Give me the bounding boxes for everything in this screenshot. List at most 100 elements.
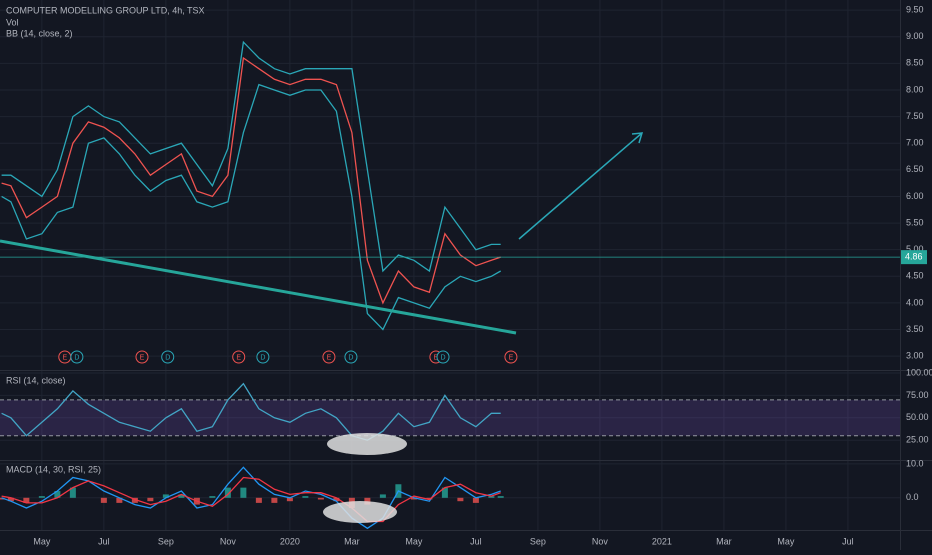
histogram-bar	[286, 497, 293, 502]
x-tick-label: Jul	[470, 536, 482, 546]
series-line	[1, 83, 502, 331]
histogram-bar	[497, 496, 504, 498]
event-icon	[135, 350, 149, 364]
histogram-bar	[410, 497, 417, 500]
event-icon	[344, 350, 358, 364]
x-tick-label: Jul	[98, 536, 110, 546]
event-icon	[436, 350, 450, 364]
histogram-bar	[116, 497, 123, 503]
histogram-bar	[23, 497, 30, 503]
arrow-line	[518, 132, 643, 240]
x-tick-label: Nov	[220, 536, 237, 546]
histogram-bar	[364, 497, 371, 505]
pane-title: RSI (14, close)	[6, 375, 66, 385]
indicator-label: BB (14, close, 2)	[6, 28, 73, 38]
indicator-label: Vol	[6, 17, 19, 27]
histogram-bar	[426, 497, 433, 500]
y-tick-label: 5.50	[906, 217, 924, 227]
histogram-bar	[457, 497, 464, 502]
histogram-bar	[69, 487, 76, 498]
histogram-bar	[255, 497, 262, 503]
y-tick-label: 8.00	[906, 84, 924, 94]
histogram-bar	[162, 494, 169, 498]
x-tick-label: Jul	[842, 536, 854, 546]
trend-line	[0, 239, 517, 335]
histogram-bar	[441, 487, 448, 498]
y-tick-label: 3.50	[906, 324, 924, 334]
histogram-bar	[333, 497, 340, 502]
y-tick-label: 75.00	[906, 390, 929, 400]
histogram-bar	[131, 497, 138, 503]
histogram-bar	[178, 494, 185, 498]
y-tick-label: 7.00	[906, 138, 924, 148]
x-tick-label: May	[33, 536, 51, 546]
x-tick-label: Nov	[592, 536, 609, 546]
histogram-bar	[302, 496, 309, 498]
x-tick-label: Sep	[158, 536, 174, 546]
y-tick-label: 3.00	[906, 351, 924, 361]
labels: May Jul Sep Nov 2020 Mar May Jul Sep Nov 2021 Mar Ma…	[33, 4, 932, 546]
event-label: D	[440, 354, 445, 361]
event-icon	[161, 350, 175, 364]
y-tick-label: 9.50	[906, 4, 924, 14]
y-tick-label: 0.0	[906, 492, 919, 502]
event-label: D	[74, 354, 79, 361]
last-price-label: 4.86	[905, 252, 923, 262]
y-tick-label: 50.00	[906, 412, 929, 422]
y-tick-label: 6.50	[906, 164, 924, 174]
x-tick-label: 2020	[280, 536, 300, 546]
grid	[0, 0, 900, 530]
pane-title: MACD (14, 30, RSI, 25)	[6, 464, 101, 474]
event-icon	[232, 350, 246, 364]
highlight-ellipse	[327, 433, 407, 455]
rsi-band	[0, 399, 900, 436]
x-tick-label: Sep	[530, 536, 546, 546]
event-icon	[322, 350, 336, 364]
last-price-badge	[901, 250, 927, 265]
y-tick-label: 25.00	[906, 435, 929, 445]
event-icon	[504, 350, 518, 364]
histogram-bar	[7, 497, 14, 502]
series-line	[1, 466, 501, 530]
histogram-bar	[100, 497, 107, 503]
histogram-bar	[240, 487, 247, 498]
x-tick-label: Mar	[344, 536, 360, 546]
event-label: E	[236, 354, 241, 361]
event-label: E	[434, 354, 439, 361]
histogram-bar	[488, 496, 495, 498]
y-tick-label: 4.50	[906, 271, 924, 281]
series-line	[1, 382, 501, 441]
x-tick-label: Mar	[716, 536, 732, 546]
x-tick-label: May	[405, 536, 423, 546]
y-tick-label: 8.50	[906, 58, 924, 68]
chart-title: COMPUTER MODELLING GROUP LTD, 4h, TSX	[6, 5, 205, 15]
event-icon	[256, 350, 270, 364]
event-label: D	[165, 354, 170, 361]
event-icon	[70, 350, 84, 364]
y-tick-label: 9.00	[906, 31, 924, 41]
histogram-bar	[209, 496, 216, 498]
arrow-head	[631, 132, 644, 144]
histogram-bar	[147, 497, 154, 502]
y-tick-label: 7.50	[906, 111, 924, 121]
histogram-bar	[224, 487, 231, 498]
series-line	[1, 40, 501, 273]
y-tick-label: 100.00	[906, 367, 932, 377]
y-tick-label: 6.00	[906, 191, 924, 201]
histogram-bar	[38, 496, 45, 498]
event-label: D	[260, 354, 265, 361]
x-tick-label: May	[777, 536, 795, 546]
histogram-bar	[54, 491, 61, 498]
highlight-ellipse	[323, 501, 397, 523]
histogram-bar	[472, 497, 479, 503]
series-line	[1, 476, 501, 523]
event-label: D	[348, 354, 353, 361]
histogram-bar	[271, 497, 278, 503]
x-tick-label: 2021	[652, 536, 672, 546]
event-label: E	[140, 354, 145, 361]
event-label: E	[62, 354, 67, 361]
y-tick-label: 4.00	[906, 297, 924, 307]
